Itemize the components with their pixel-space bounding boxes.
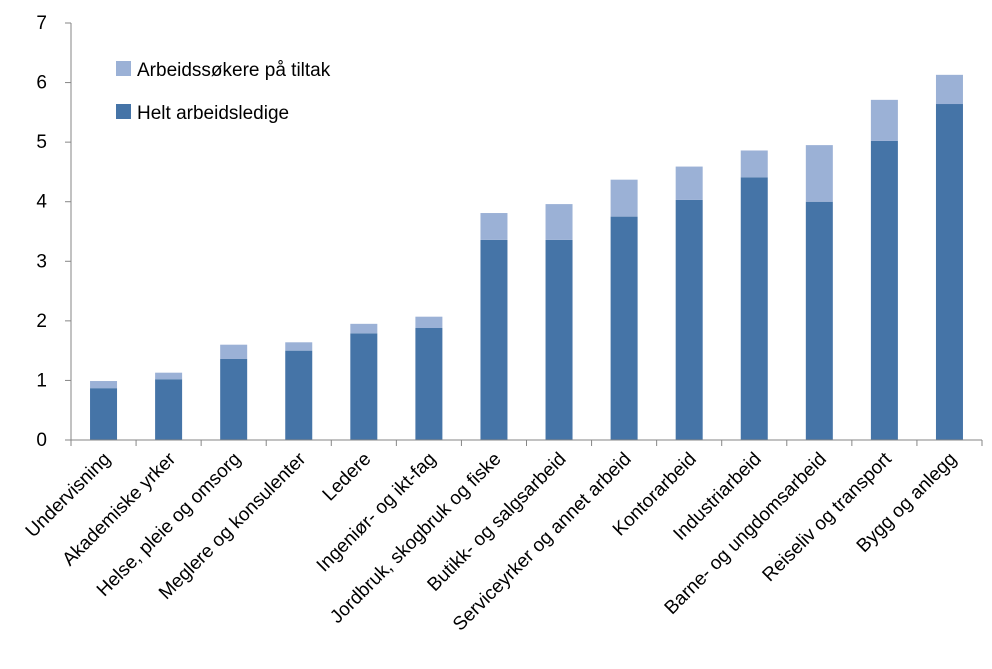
- y-tick-label: 4: [36, 192, 47, 213]
- bar-helt-arbeidsledige-ledere: [350, 333, 378, 440]
- bar-arbeidssokere-pa-tiltak-meglere-og-konsulenter: [285, 342, 313, 351]
- axes-group: [65, 22, 983, 446]
- legend: Arbeidssøkere på tiltak Helt arbeidsledi…: [104, 47, 379, 135]
- legend-label-arbeidssokere-pa-tiltak: Arbeidssøkere på tiltak: [137, 60, 331, 81]
- y-tick-label: 7: [36, 13, 47, 34]
- y-tick-label: 6: [36, 73, 47, 94]
- category-label-reiseliv-og-transport: Reiseliv og transport: [759, 448, 897, 586]
- bar-arbeidssokere-pa-tiltak-serviceyrker-og-annet-arbeid: [610, 179, 638, 217]
- legend-label-helt-arbeidsledige: Helt arbeidsledige: [137, 103, 289, 124]
- category-label-ingenior-og-ikt-fag: Ingeniør- og ikt-fag: [313, 449, 441, 577]
- y-tick-label: 3: [36, 251, 47, 272]
- bar-arbeidssokere-pa-tiltak-undervisning: [90, 381, 118, 389]
- bar-arbeidssokere-pa-tiltak-barne-og-ungdomsarbeid: [805, 145, 833, 202]
- legend-background: [104, 47, 379, 135]
- bar-helt-arbeidsledige-industriarbeid: [740, 177, 768, 441]
- bar-arbeidssokere-pa-tiltak-butikk-og-salgsarbeid: [545, 204, 573, 240]
- bar-helt-arbeidsledige-serviceyrker-og-annet-arbeid: [610, 216, 638, 440]
- legend-swatch-helt-arbeidsledige: [116, 104, 131, 119]
- bar-arbeidssokere-pa-tiltak-reiseliv-og-transport: [870, 99, 898, 141]
- y-tick-label: 0: [36, 430, 47, 451]
- bar-helt-arbeidsledige-reiseliv-og-transport: [870, 140, 898, 441]
- bars-group: [90, 74, 963, 441]
- bar-helt-arbeidsledige-bygg-og-anlegg: [935, 104, 963, 440]
- bar-arbeidssokere-pa-tiltak-ingenior-og-ikt-fag: [415, 316, 443, 329]
- bar-helt-arbeidsledige-akademiske-yrker: [155, 379, 183, 440]
- bar-helt-arbeidsledige-undervisning: [90, 388, 118, 440]
- bar-helt-arbeidsledige-meglere-og-konsulenter: [285, 350, 313, 440]
- category-label-akademiske-yrker: Akademiske yrker: [59, 448, 181, 570]
- bar-arbeidssokere-pa-tiltak-helse-pleie-og-omsorg: [220, 344, 248, 359]
- bar-helt-arbeidsledige-ingenior-og-ikt-fag: [415, 328, 443, 440]
- bar-helt-arbeidsledige-butikk-og-salgsarbeid: [545, 239, 573, 440]
- bar-arbeidssokere-pa-tiltak-jordbruk-skogbruk-og-fiske: [480, 213, 508, 240]
- bar-helt-arbeidsledige-kontorarbeid: [675, 199, 703, 440]
- legend-swatch-arbeidssokere-pa-tiltak: [116, 61, 131, 76]
- category-label-ledere: Ledere: [319, 449, 376, 506]
- bar-helt-arbeidsledige-helse-pleie-og-omsorg: [220, 358, 248, 440]
- bar-arbeidssokere-pa-tiltak-industriarbeid: [740, 150, 768, 178]
- bar-arbeidssokere-pa-tiltak-akademiske-yrker: [155, 372, 183, 380]
- bar-arbeidssokere-pa-tiltak-bygg-og-anlegg: [935, 74, 963, 105]
- y-tick-labels: 0 1 2 3 4 5 6 7: [36, 13, 47, 451]
- bar-arbeidssokere-pa-tiltak-kontorarbeid: [675, 166, 703, 200]
- bar-helt-arbeidsledige-jordbruk-skogbruk-og-fiske: [480, 239, 508, 440]
- bar-arbeidssokere-pa-tiltak-ledere: [350, 323, 378, 334]
- y-tick-label: 1: [36, 370, 47, 391]
- bar-helt-arbeidsledige-barne-og-ungdomsarbeid: [805, 201, 833, 440]
- y-tick-label: 5: [36, 132, 47, 153]
- y-tick-label: 2: [36, 311, 47, 332]
